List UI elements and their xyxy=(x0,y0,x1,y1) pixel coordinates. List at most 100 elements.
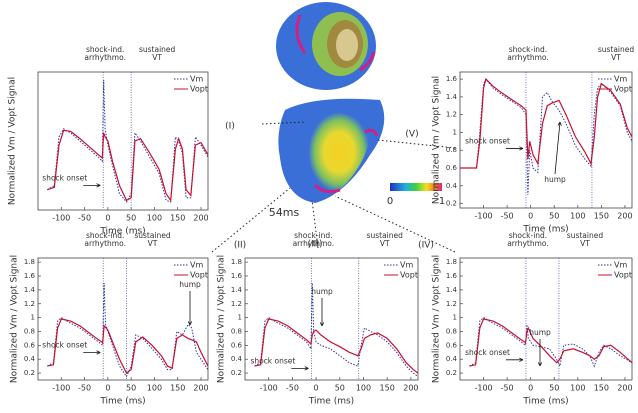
y-tick-label: 0.6 xyxy=(446,164,458,172)
y-tick-label: 1.2 xyxy=(446,111,457,119)
y-tick-label: 1.2 xyxy=(231,300,242,308)
signal-line xyxy=(469,318,632,367)
x-axis-label: Time (ms) xyxy=(308,397,354,407)
y-tick-label: 0.4 xyxy=(231,355,243,363)
annotation: sustained xyxy=(598,45,635,54)
arrow-head xyxy=(304,366,309,371)
colorbar-max: 1 xyxy=(439,196,445,207)
annotation: hump xyxy=(544,175,566,184)
legend-label: Vopt xyxy=(190,271,208,280)
panel: -100 -50 0 50 100 150 200 0.2 0.4 0.6 0.8 1 1.2 1.4 1.… xyxy=(418,231,632,407)
legend-label: Vopt xyxy=(614,271,632,280)
x-tick-label: 150 xyxy=(170,384,185,393)
y-tick-label: 0.8 xyxy=(446,146,457,154)
x-tick-label: 150 xyxy=(170,214,185,223)
annotation: shock-ind. xyxy=(509,45,547,54)
x-tick-label: 200 xyxy=(617,212,632,221)
x-tick-label: 100 xyxy=(356,384,371,393)
x-tick-label: -100 xyxy=(474,212,492,221)
panel: -100 -50 0 50 100 150 200 0.2 0.4 0.6 0.8 1 1.2 1.4 1.… xyxy=(10,231,247,407)
arrow-head xyxy=(187,321,193,326)
panel-label: (IV) xyxy=(418,241,434,251)
x-tick-label: -100 xyxy=(52,384,70,393)
signal-line xyxy=(254,318,418,374)
x-tick-label: 150 xyxy=(594,212,609,221)
x-tick-label: 0 xyxy=(528,212,533,221)
x-tick-label: -50 xyxy=(286,384,299,393)
y-tick-label: 0.2 xyxy=(24,369,35,377)
y-axis-label: Normalized Vm / Vopt Signal xyxy=(217,255,227,383)
arrow-head xyxy=(519,146,524,151)
colorbar-min: 0 xyxy=(387,196,393,207)
x-tick-label: -100 xyxy=(260,384,278,393)
x-tick-label: 0 xyxy=(105,384,110,393)
y-tick-label: 1.4 xyxy=(446,286,458,294)
y-tick-label: 1.8 xyxy=(231,258,242,266)
y-tick-label: 1.6 xyxy=(24,272,36,280)
colorbar xyxy=(390,183,442,191)
y-tick-label: 1.4 xyxy=(446,93,458,101)
annotation: shock onset xyxy=(465,348,510,357)
y-tick-label: 0.8 xyxy=(24,327,35,335)
signal-line xyxy=(47,282,208,378)
y-tick-label: 1.8 xyxy=(24,258,35,266)
x-tick-label: 200 xyxy=(403,384,418,393)
plot-frame xyxy=(244,257,419,381)
annotation: shock onset xyxy=(42,173,87,182)
x-tick-label: 100 xyxy=(147,384,162,393)
annotation: arrhythmo. xyxy=(507,239,549,248)
annotation: shock onset xyxy=(42,341,87,350)
y-tick-label: 0.2 xyxy=(446,369,457,377)
x-tick-label: 100 xyxy=(570,212,585,221)
y-tick-label: 0.6 xyxy=(24,341,36,349)
plot-frame xyxy=(37,71,209,211)
y-tick-label: 1.6 xyxy=(446,75,458,83)
annotation: VT xyxy=(148,239,158,248)
signal-line xyxy=(469,316,632,368)
x-axis-label: Time (ms) xyxy=(99,227,145,237)
arrow-head xyxy=(519,357,524,362)
heart-top xyxy=(276,2,376,90)
panel-label: (I) xyxy=(225,122,235,132)
annotation: VT xyxy=(152,53,162,62)
y-tick-label: 0.2 xyxy=(446,200,457,208)
annotation: shock-ind. xyxy=(86,45,124,54)
signal-line xyxy=(47,318,208,375)
x-tick-label: 50 xyxy=(549,384,559,393)
panel-label: (II) xyxy=(234,241,246,251)
y-tick-label: 1.2 xyxy=(24,300,35,308)
y-tick-label: 1.6 xyxy=(231,272,243,280)
y-tick-label: 1.4 xyxy=(24,286,36,294)
y-tick-label: 1 xyxy=(31,314,35,322)
y-tick-label: 0.2 xyxy=(231,369,242,377)
connectors xyxy=(211,121,456,253)
y-tick-label: 1 xyxy=(453,314,457,322)
annotation: arrhythmo. xyxy=(507,53,549,62)
annotation: hump xyxy=(179,280,201,289)
x-tick-label: -50 xyxy=(501,212,514,221)
annotation: shock-ind. xyxy=(509,231,547,240)
y-tick-label: 0.4 xyxy=(446,355,458,363)
annotation: arrhythmo. xyxy=(84,239,126,248)
annotation: sustained xyxy=(367,231,404,240)
annotation: hump xyxy=(529,328,551,337)
legend-label: Vm xyxy=(614,261,627,270)
x-tick-label: -100 xyxy=(52,214,70,223)
x-tick-label: 200 xyxy=(193,214,208,223)
x-axis-label: Time (ms) xyxy=(99,397,145,407)
x-tick-label: 50 xyxy=(335,384,345,393)
legend-label: Vm xyxy=(190,75,203,84)
y-tick-label: 0.4 xyxy=(446,182,458,190)
legend-label: Vm xyxy=(614,75,627,84)
annotation: sustained xyxy=(134,231,171,240)
x-tick-label: 50 xyxy=(126,384,136,393)
annotation: hump xyxy=(311,287,333,296)
annotation: shock onset xyxy=(250,356,295,365)
y-tick-label: 0.8 xyxy=(231,327,242,335)
legend-label: Vopt xyxy=(400,271,418,280)
y-tick-label: 1.8 xyxy=(446,258,457,266)
x-tick-label: 100 xyxy=(147,214,162,223)
y-tick-label: 1.6 xyxy=(446,272,458,280)
annotation: arrhythmo. xyxy=(293,239,335,248)
